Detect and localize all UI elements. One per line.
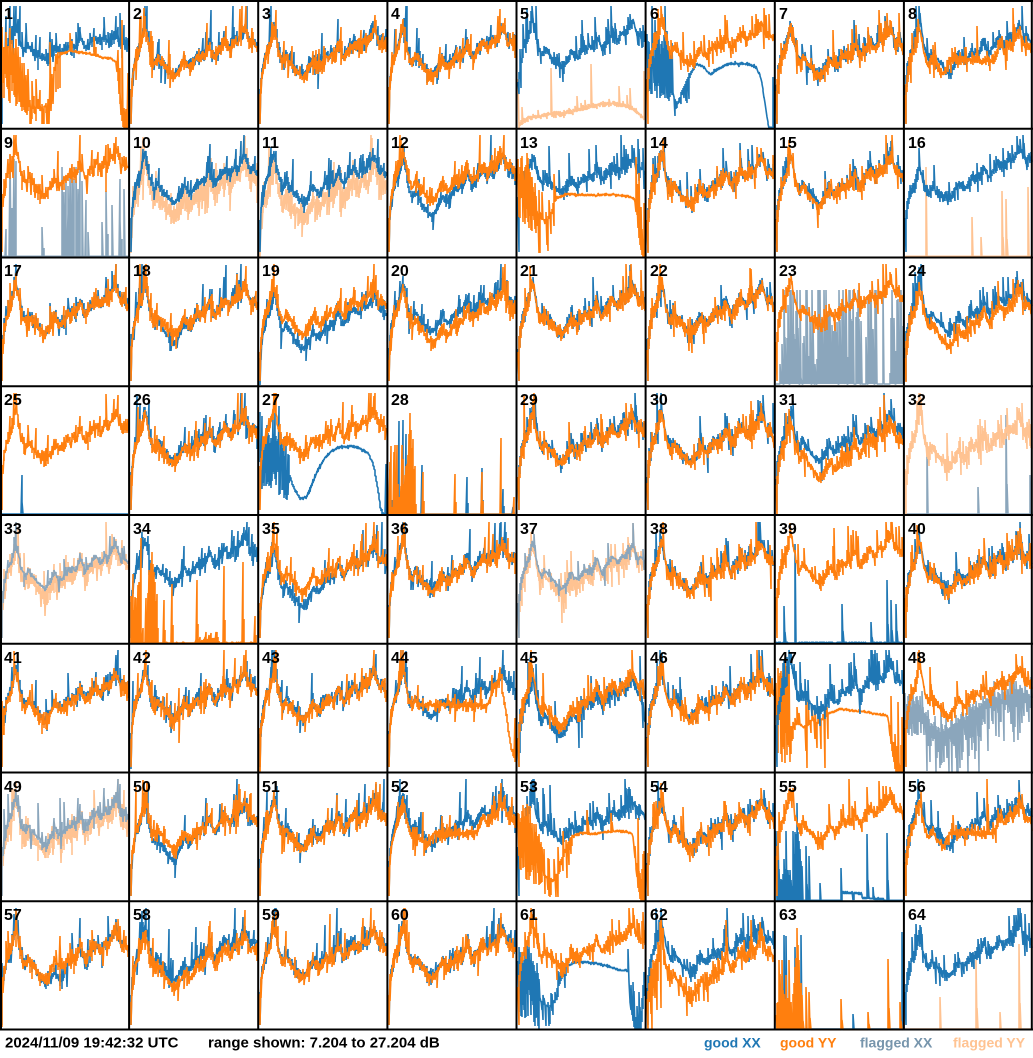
svg-text:40: 40 xyxy=(908,521,926,538)
svg-text:7: 7 xyxy=(779,6,788,23)
svg-text:25: 25 xyxy=(4,392,22,409)
svg-text:18: 18 xyxy=(133,263,151,280)
svg-text:31: 31 xyxy=(779,392,797,409)
svg-text:41: 41 xyxy=(4,650,22,667)
svg-text:53: 53 xyxy=(520,779,538,796)
svg-text:15: 15 xyxy=(779,135,797,152)
svg-text:13: 13 xyxy=(520,135,538,152)
svg-text:62: 62 xyxy=(650,907,668,924)
svg-text:50: 50 xyxy=(133,779,151,796)
svg-text:57: 57 xyxy=(4,907,22,924)
svg-text:9: 9 xyxy=(4,135,13,152)
svg-text:39: 39 xyxy=(779,521,797,538)
svg-text:29: 29 xyxy=(520,392,538,409)
svg-text:20: 20 xyxy=(391,263,409,280)
svg-text:51: 51 xyxy=(262,779,280,796)
svg-text:6: 6 xyxy=(650,6,659,23)
svg-text:54: 54 xyxy=(650,779,668,796)
svg-text:17: 17 xyxy=(4,263,22,280)
svg-text:56: 56 xyxy=(908,779,926,796)
svg-text:26: 26 xyxy=(133,392,151,409)
svg-text:49: 49 xyxy=(4,779,22,796)
svg-text:8: 8 xyxy=(908,6,917,23)
svg-text:43: 43 xyxy=(262,650,280,667)
svg-text:63: 63 xyxy=(779,907,797,924)
svg-text:30: 30 xyxy=(650,392,668,409)
svg-text:good XX: good XX xyxy=(704,1035,761,1051)
svg-text:36: 36 xyxy=(391,521,409,538)
svg-text:58: 58 xyxy=(133,907,151,924)
svg-text:21: 21 xyxy=(520,263,538,280)
svg-text:12: 12 xyxy=(391,135,409,152)
svg-text:27: 27 xyxy=(262,392,280,409)
svg-text:5: 5 xyxy=(520,6,529,23)
svg-text:52: 52 xyxy=(391,779,409,796)
svg-text:38: 38 xyxy=(650,521,668,538)
svg-text:range shown: 7.204 to 27.204 d: range shown: 7.204 to 27.204 dB xyxy=(208,1035,440,1052)
svg-text:22: 22 xyxy=(650,263,668,280)
svg-text:19: 19 xyxy=(262,263,280,280)
svg-text:2024/11/09 19:42:32 UTC: 2024/11/09 19:42:32 UTC xyxy=(5,1035,179,1052)
svg-text:28: 28 xyxy=(391,392,409,409)
svg-text:46: 46 xyxy=(650,650,668,667)
svg-text:3: 3 xyxy=(262,6,271,23)
svg-text:2: 2 xyxy=(133,6,142,23)
svg-text:48: 48 xyxy=(908,650,926,667)
svg-text:42: 42 xyxy=(133,650,151,667)
svg-text:64: 64 xyxy=(908,907,926,924)
svg-text:16: 16 xyxy=(908,135,926,152)
svg-text:flagged YY: flagged YY xyxy=(953,1035,1026,1051)
svg-text:55: 55 xyxy=(779,779,797,796)
svg-text:10: 10 xyxy=(133,135,151,152)
svg-text:33: 33 xyxy=(4,521,22,538)
svg-text:32: 32 xyxy=(908,392,926,409)
svg-text:59: 59 xyxy=(262,907,280,924)
svg-text:37: 37 xyxy=(520,521,538,538)
svg-text:24: 24 xyxy=(908,263,926,280)
svg-text:44: 44 xyxy=(391,650,409,667)
svg-text:flagged XX: flagged XX xyxy=(860,1035,933,1051)
svg-text:35: 35 xyxy=(262,521,280,538)
svg-text:45: 45 xyxy=(520,650,538,667)
svg-text:good YY: good YY xyxy=(780,1035,837,1051)
svg-text:47: 47 xyxy=(779,650,797,667)
svg-text:34: 34 xyxy=(133,521,151,538)
svg-text:11: 11 xyxy=(262,135,279,152)
svg-text:60: 60 xyxy=(391,907,409,924)
svg-text:23: 23 xyxy=(779,263,797,280)
svg-text:4: 4 xyxy=(391,6,400,23)
svg-text:1: 1 xyxy=(4,6,13,23)
svg-text:14: 14 xyxy=(650,135,668,152)
svg-text:61: 61 xyxy=(520,907,538,924)
